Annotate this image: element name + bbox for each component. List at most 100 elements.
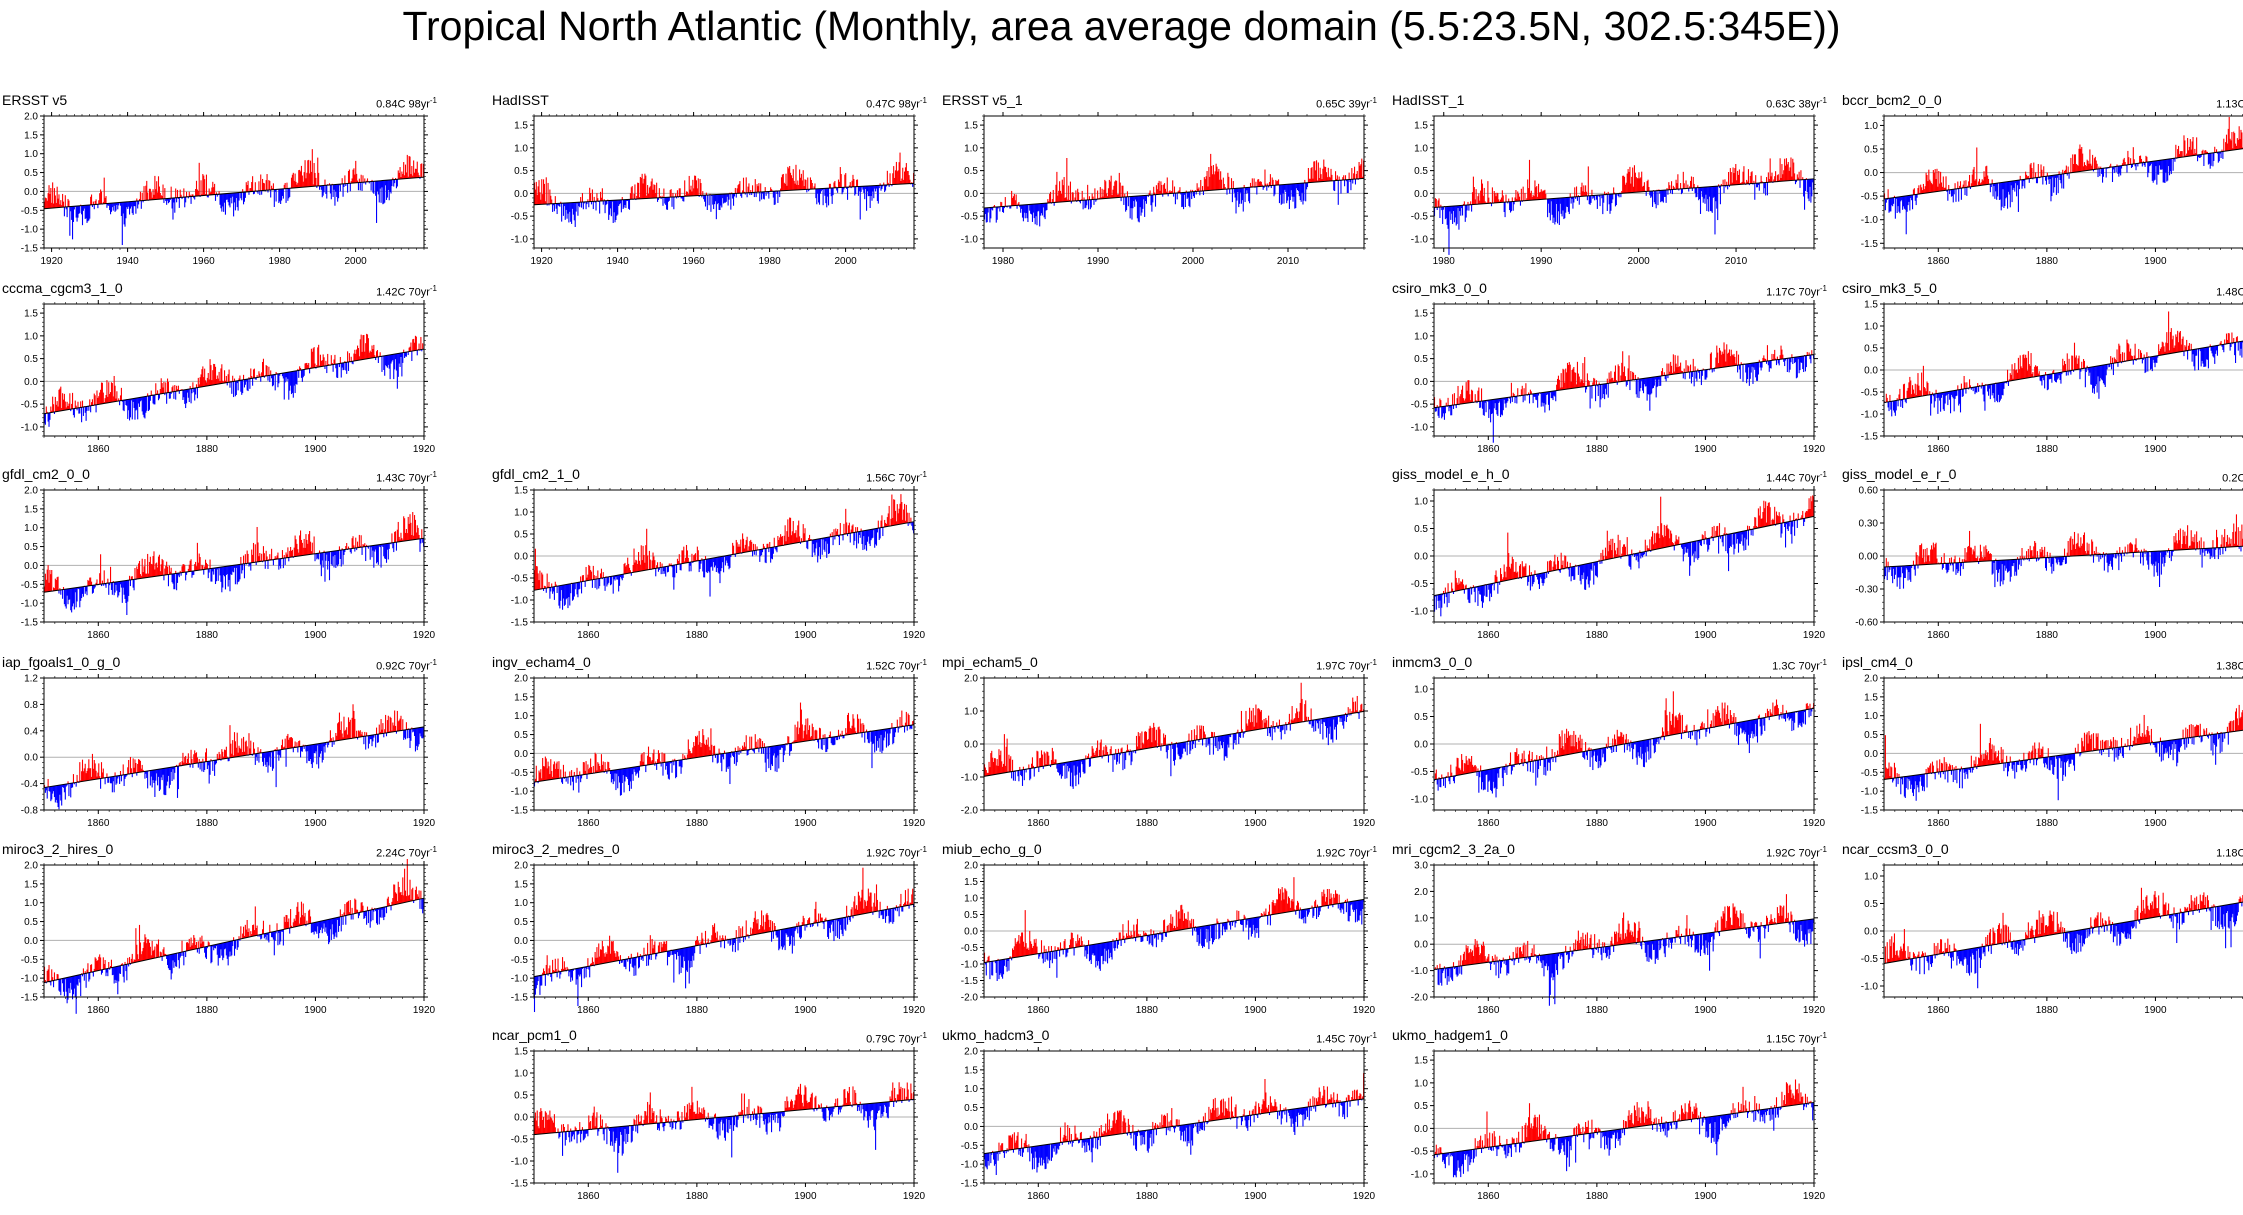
anomaly-bar <box>2029 179 2030 183</box>
anomaly-bar <box>1202 186 1203 191</box>
anomaly-bar <box>730 194 731 210</box>
anomaly-bar <box>656 183 657 198</box>
trend-label: 0.63C 38yr-1 <box>1766 94 1827 112</box>
anomaly-bar <box>112 583 113 595</box>
anomaly-bar <box>582 193 583 202</box>
anomaly-bar <box>1921 373 1922 397</box>
anomaly-bar <box>1492 187 1493 203</box>
anomaly-bar <box>91 582 92 586</box>
anomaly-bar <box>1520 201 1521 206</box>
anomaly-bar <box>2037 177 2038 183</box>
anomaly-bar <box>1644 182 1645 191</box>
anomaly-bar <box>1965 389 1966 394</box>
anomaly-bar <box>238 193 239 201</box>
anomaly-bar <box>1439 207 1440 218</box>
anomaly-bar <box>101 191 102 203</box>
y-tick-label: -1.5 <box>21 244 39 255</box>
anomaly-bar <box>1349 173 1350 180</box>
anomaly-bar <box>2192 137 2193 156</box>
anomaly-bar <box>255 182 256 191</box>
anomaly-bar <box>684 180 685 196</box>
anomaly-bar <box>1172 180 1173 193</box>
anomaly-bar <box>680 188 681 196</box>
anomaly-bar <box>1955 183 1956 189</box>
anomaly-bar <box>347 351 348 362</box>
anomaly-bar <box>248 379 249 391</box>
anomaly-bar <box>203 570 204 575</box>
anomaly-bar <box>1724 179 1725 185</box>
anomaly-bar <box>899 153 900 185</box>
anomaly-bar <box>2069 359 2070 371</box>
anomaly-bar <box>1936 390 1937 394</box>
anomaly-bar <box>1179 187 1180 193</box>
anomaly-bar <box>238 381 239 391</box>
plot-frame <box>984 116 1364 248</box>
chart-svg: -1.0-0.50.00.51.01.51860 1880 1900 1920 <box>1390 298 1835 460</box>
anomaly-bar <box>1619 366 1620 382</box>
panel-title: gfdl_cm2_0_0 <box>2 466 90 482</box>
trend-unit: -1 <box>920 96 927 105</box>
anomaly-bar <box>1957 182 1958 189</box>
anomaly-bar <box>154 395 155 405</box>
anomaly-bar <box>1484 188 1485 204</box>
anomaly-bar <box>268 367 269 376</box>
anomaly-bar <box>1273 180 1274 186</box>
anomaly-bar <box>1189 192 1190 207</box>
anomaly-bar <box>1438 407 1439 418</box>
anomaly-bar <box>602 188 603 201</box>
anomaly-bar <box>2132 356 2133 360</box>
anomaly-bar <box>371 182 372 191</box>
anomaly-bar <box>760 183 761 192</box>
anomaly-bar <box>2031 353 2032 377</box>
x-tick-label: 1980 <box>268 256 291 267</box>
anomaly-bar <box>216 568 217 582</box>
anomaly-bar <box>245 554 246 563</box>
anomaly-bar <box>1776 360 1777 365</box>
anomaly-bar <box>1598 385 1599 396</box>
anomaly-bar <box>86 586 87 595</box>
anomaly-bar <box>1767 345 1768 361</box>
anomaly-bar <box>1594 379 1595 386</box>
anomaly-bar <box>2046 176 2047 184</box>
anomaly-bar <box>417 350 418 355</box>
anomaly-bar <box>1687 185 1688 189</box>
trend-unit: -1 <box>430 470 437 479</box>
x-tick-label: 1960 <box>682 256 705 267</box>
x-tick-label: 1860 <box>1927 256 1950 267</box>
anomaly-bar <box>1586 192 1587 196</box>
anomaly-bar <box>377 350 378 357</box>
x-tick-label: 1990 <box>1530 256 1553 267</box>
chart-svg: -1.0-0.50.00.51.01.51920 1940 1960 1980 2000 <box>490 110 935 272</box>
anomaly-bar <box>267 366 268 376</box>
anomaly-bar <box>1737 365 1738 372</box>
anomaly-bar <box>164 188 165 199</box>
anomaly-bar <box>1765 182 1766 195</box>
anomaly-bar <box>410 343 411 352</box>
anomaly-bar <box>263 359 264 377</box>
anomaly-bar <box>215 194 216 200</box>
chart-svg: -1.0-0.50.00.51.01.51980 1990 2000 2010 <box>1390 110 1835 272</box>
trend-label: 1.17C 70yr-1 <box>1766 282 1827 300</box>
chart-svg: -1.0-0.50.00.51.01.51980 1990 2000 2010 <box>940 110 1385 272</box>
anomaly-bar <box>890 173 891 184</box>
anomaly-bar <box>260 377 261 382</box>
anomaly-bar <box>191 559 192 571</box>
anomaly-bar <box>373 181 374 194</box>
anomaly-bar <box>1266 186 1267 191</box>
anomaly-bar <box>561 203 562 221</box>
anomaly-bar <box>765 187 766 192</box>
anomaly-bar <box>1316 160 1317 182</box>
anomaly-bar <box>138 201 139 205</box>
anomaly-bar <box>1525 383 1526 395</box>
anomaly-bar <box>92 399 93 405</box>
anomaly-bar <box>80 401 81 407</box>
anomaly-bar <box>1699 371 1700 379</box>
y-tick-label: -1.0 <box>21 225 39 236</box>
anomaly-bar <box>242 564 243 570</box>
anomaly-bar <box>65 195 66 207</box>
anomaly-bar <box>2223 344 2224 352</box>
anomaly-bar <box>1120 183 1121 198</box>
anomaly-bar <box>1893 198 1894 204</box>
anomaly-bar <box>1354 167 1355 179</box>
anomaly-bar <box>1727 185 1728 189</box>
